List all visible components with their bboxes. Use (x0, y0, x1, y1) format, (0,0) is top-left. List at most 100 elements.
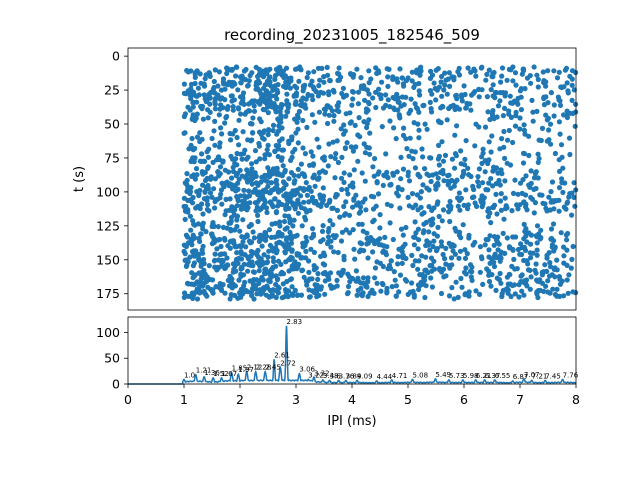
raster-point (335, 159, 341, 166)
raster-point (477, 244, 483, 250)
raster-point (211, 84, 217, 91)
raster-point (387, 118, 393, 124)
raster-point (353, 268, 359, 274)
raster-point (512, 123, 519, 129)
raster-point (183, 243, 189, 250)
raster-point (270, 127, 276, 134)
raster-point (364, 230, 370, 236)
raster-point (573, 290, 579, 296)
raster-point (196, 92, 202, 98)
raster-point (410, 156, 416, 162)
raster-point (488, 176, 494, 182)
raster-point (215, 154, 222, 160)
raster-point (525, 261, 531, 267)
raster-point (435, 224, 441, 230)
raster-point (192, 235, 198, 241)
raster-point (442, 152, 449, 158)
raster-point (423, 254, 429, 260)
raster-point (480, 199, 486, 205)
raster-point (255, 86, 261, 92)
raster-point (424, 171, 430, 177)
raster-point (567, 73, 573, 79)
raster-point (372, 241, 378, 247)
raster-point (486, 247, 492, 253)
raster-point (490, 74, 496, 80)
raster-point (292, 287, 298, 293)
raster-point (479, 193, 485, 199)
raster-point (209, 223, 215, 230)
raster-point (246, 193, 253, 199)
raster-point (352, 256, 358, 262)
raster-point (381, 173, 387, 179)
raster-point (483, 77, 489, 83)
raster-point (511, 256, 517, 262)
raster-point (429, 284, 435, 290)
raster-point (315, 286, 321, 293)
raster-point (522, 131, 528, 137)
raster-point (470, 242, 476, 248)
raster-point (204, 293, 210, 299)
raster-point (290, 292, 296, 298)
raster-point (326, 112, 332, 118)
raster-point (488, 220, 494, 226)
raster-point (185, 209, 191, 215)
raster-point (214, 267, 220, 273)
raster-point (510, 64, 516, 70)
raster-point (230, 238, 237, 244)
raster-point (436, 162, 442, 168)
raster-point (469, 194, 476, 201)
raster-point (546, 273, 553, 279)
raster-point (259, 191, 265, 197)
raster-point (290, 202, 296, 208)
raster-point (187, 213, 193, 219)
raster-point (282, 167, 288, 173)
raster-point (184, 67, 190, 74)
raster-point (515, 191, 521, 197)
raster-point (433, 67, 439, 73)
raster-point (295, 126, 301, 132)
raster-point (396, 246, 402, 252)
raster-point (367, 151, 373, 157)
raster-point (483, 187, 489, 193)
raster-point (250, 115, 256, 121)
raster-point (528, 255, 534, 261)
peak-label: 1.52 (213, 370, 229, 378)
raster-point (531, 210, 537, 216)
raster-point (475, 179, 481, 185)
raster-point (569, 256, 575, 262)
raster-point (188, 68, 194, 74)
raster-point (531, 175, 538, 181)
raster-point (312, 119, 318, 125)
raster-point (187, 107, 193, 113)
raster-point (337, 214, 343, 220)
histogram-x-ticks: 0 1 2 3 4 5 6 7 8 (124, 384, 580, 407)
raster-point (222, 86, 228, 92)
raster-point (356, 221, 362, 227)
raster-point (385, 97, 391, 103)
chart-title: recording_20231005_182546_509 (224, 26, 480, 45)
raster-point (201, 260, 207, 267)
raster-point (542, 201, 548, 207)
raster-point (551, 68, 557, 74)
raster-point (309, 78, 315, 84)
raster-point (332, 235, 338, 241)
raster-point (498, 79, 504, 85)
raster-point (257, 116, 263, 122)
raster-point (502, 155, 508, 161)
raster-point (468, 107, 474, 113)
raster-point (341, 253, 347, 259)
raster-point (376, 241, 382, 248)
raster-point (305, 70, 311, 76)
raster-point (556, 157, 562, 163)
raster-point (306, 269, 312, 275)
raster-point (500, 113, 506, 119)
raster-point (294, 252, 300, 258)
raster-point (488, 87, 494, 93)
raster-point (277, 70, 283, 76)
raster-point (463, 105, 469, 111)
raster-point (341, 203, 347, 210)
raster-point (428, 106, 434, 112)
raster-point (225, 243, 231, 249)
raster-point (528, 241, 534, 247)
raster-point (564, 247, 570, 253)
